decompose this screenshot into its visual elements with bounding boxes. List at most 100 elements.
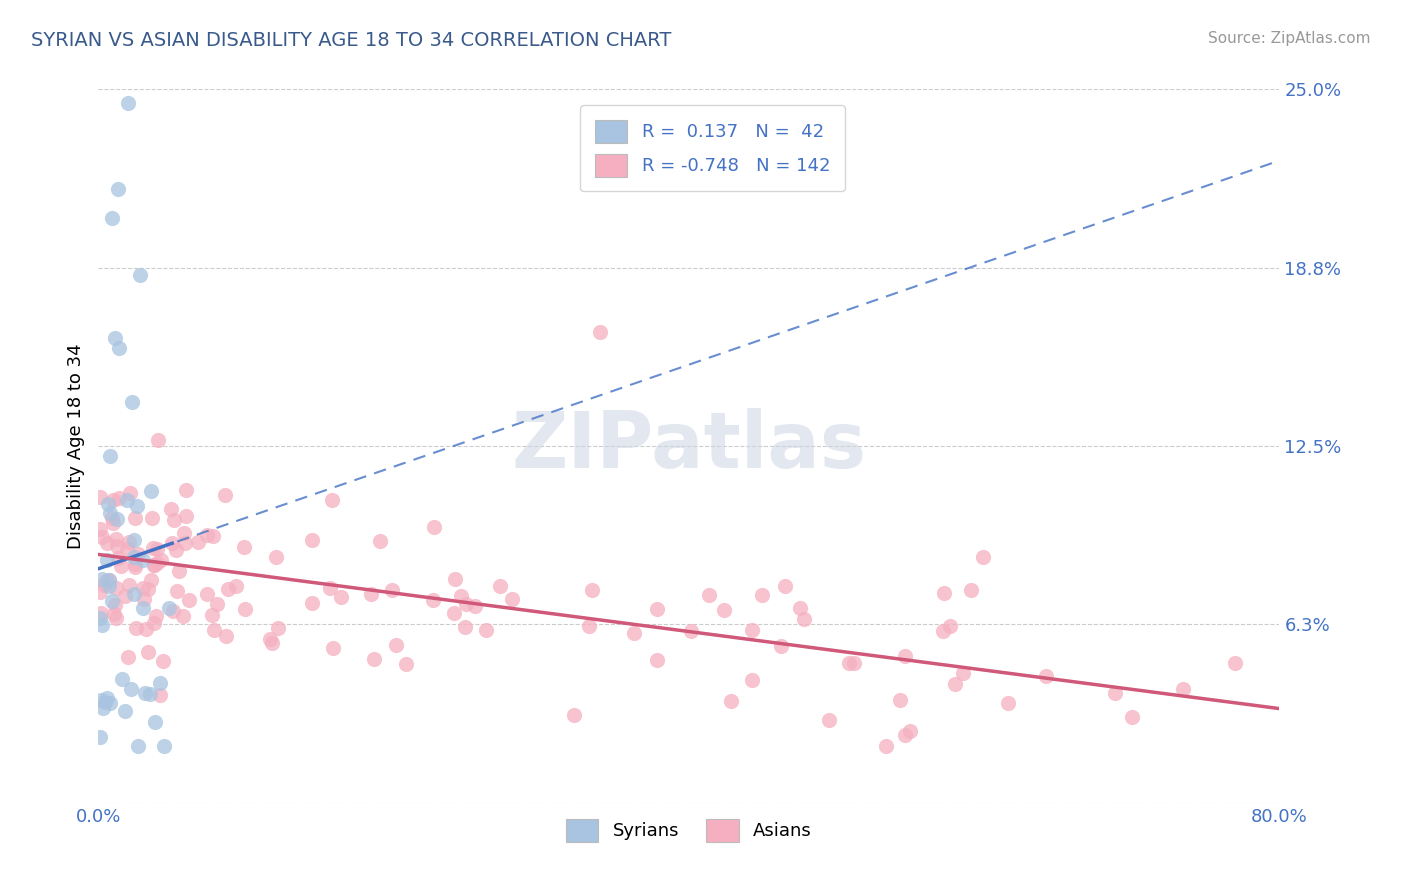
Point xyxy=(98,506,121,520)
Point xyxy=(108,341,131,355)
Point xyxy=(1121,710,1143,724)
Point xyxy=(202,529,225,543)
Point xyxy=(150,552,173,566)
Point xyxy=(117,650,139,665)
Point xyxy=(139,687,162,701)
Point xyxy=(217,582,239,597)
Point xyxy=(152,654,174,668)
Point xyxy=(136,645,159,659)
Point xyxy=(817,713,839,727)
Point xyxy=(322,640,344,655)
Point xyxy=(89,522,111,536)
Point xyxy=(165,543,187,558)
Point xyxy=(943,677,966,691)
Point xyxy=(173,526,195,541)
Point xyxy=(101,594,124,608)
Point xyxy=(679,624,702,639)
Point xyxy=(114,589,136,603)
Point xyxy=(142,558,165,572)
Point xyxy=(1171,682,1194,697)
Point xyxy=(90,692,112,706)
Point xyxy=(789,601,811,615)
Point xyxy=(174,508,197,523)
Point xyxy=(166,583,188,598)
Point xyxy=(262,635,284,649)
Point xyxy=(105,611,128,625)
Point xyxy=(423,520,446,534)
Point xyxy=(972,549,994,564)
Point xyxy=(98,696,121,710)
Point xyxy=(900,724,922,739)
Point xyxy=(125,621,148,635)
Point xyxy=(329,591,352,605)
Point xyxy=(578,619,600,633)
Point xyxy=(145,541,167,556)
Point xyxy=(115,492,138,507)
Point xyxy=(117,96,139,111)
Point xyxy=(422,593,444,607)
Point xyxy=(128,268,150,282)
Point xyxy=(267,621,290,635)
Point xyxy=(120,485,142,500)
Point xyxy=(93,701,115,715)
Point xyxy=(187,535,209,549)
Point xyxy=(844,656,866,670)
Point xyxy=(370,534,392,549)
Point xyxy=(110,559,132,574)
Point xyxy=(105,512,128,526)
Point xyxy=(932,624,955,638)
Point xyxy=(380,582,402,597)
Point xyxy=(97,573,120,587)
Point xyxy=(157,601,180,615)
Point xyxy=(93,578,115,592)
Point xyxy=(450,589,472,603)
Point xyxy=(713,603,735,617)
Point xyxy=(501,591,523,606)
Point xyxy=(623,626,645,640)
Point xyxy=(89,584,111,599)
Point xyxy=(134,592,156,607)
Point xyxy=(107,550,129,565)
Point xyxy=(360,587,382,601)
Point xyxy=(111,672,134,686)
Point xyxy=(90,606,112,620)
Point xyxy=(233,540,256,554)
Point xyxy=(132,600,155,615)
Point xyxy=(103,607,125,621)
Point xyxy=(122,550,145,565)
Point xyxy=(770,639,793,653)
Point xyxy=(176,483,198,497)
Point xyxy=(124,559,146,574)
Point xyxy=(127,739,149,753)
Point xyxy=(952,666,974,681)
Point xyxy=(385,638,408,652)
Point xyxy=(751,588,773,602)
Point xyxy=(127,548,149,562)
Point xyxy=(142,541,165,555)
Point xyxy=(97,497,120,511)
Point xyxy=(838,656,860,670)
Point xyxy=(94,574,117,589)
Point xyxy=(108,491,131,505)
Point xyxy=(645,653,668,667)
Point xyxy=(89,610,111,624)
Point xyxy=(934,586,956,600)
Point xyxy=(125,500,148,514)
Point xyxy=(741,673,763,688)
Point xyxy=(173,535,195,549)
Point xyxy=(101,493,124,508)
Point xyxy=(720,694,742,708)
Point xyxy=(121,395,143,409)
Point xyxy=(205,597,228,611)
Point xyxy=(139,573,162,587)
Point xyxy=(105,539,128,553)
Point xyxy=(143,714,166,729)
Point xyxy=(997,696,1019,710)
Point xyxy=(162,604,184,618)
Point xyxy=(142,615,165,630)
Point xyxy=(167,564,190,578)
Text: ZIPatlas: ZIPatlas xyxy=(512,408,866,484)
Point xyxy=(124,510,146,524)
Point xyxy=(105,582,128,596)
Legend: Syrians, Asians: Syrians, Asians xyxy=(557,810,821,851)
